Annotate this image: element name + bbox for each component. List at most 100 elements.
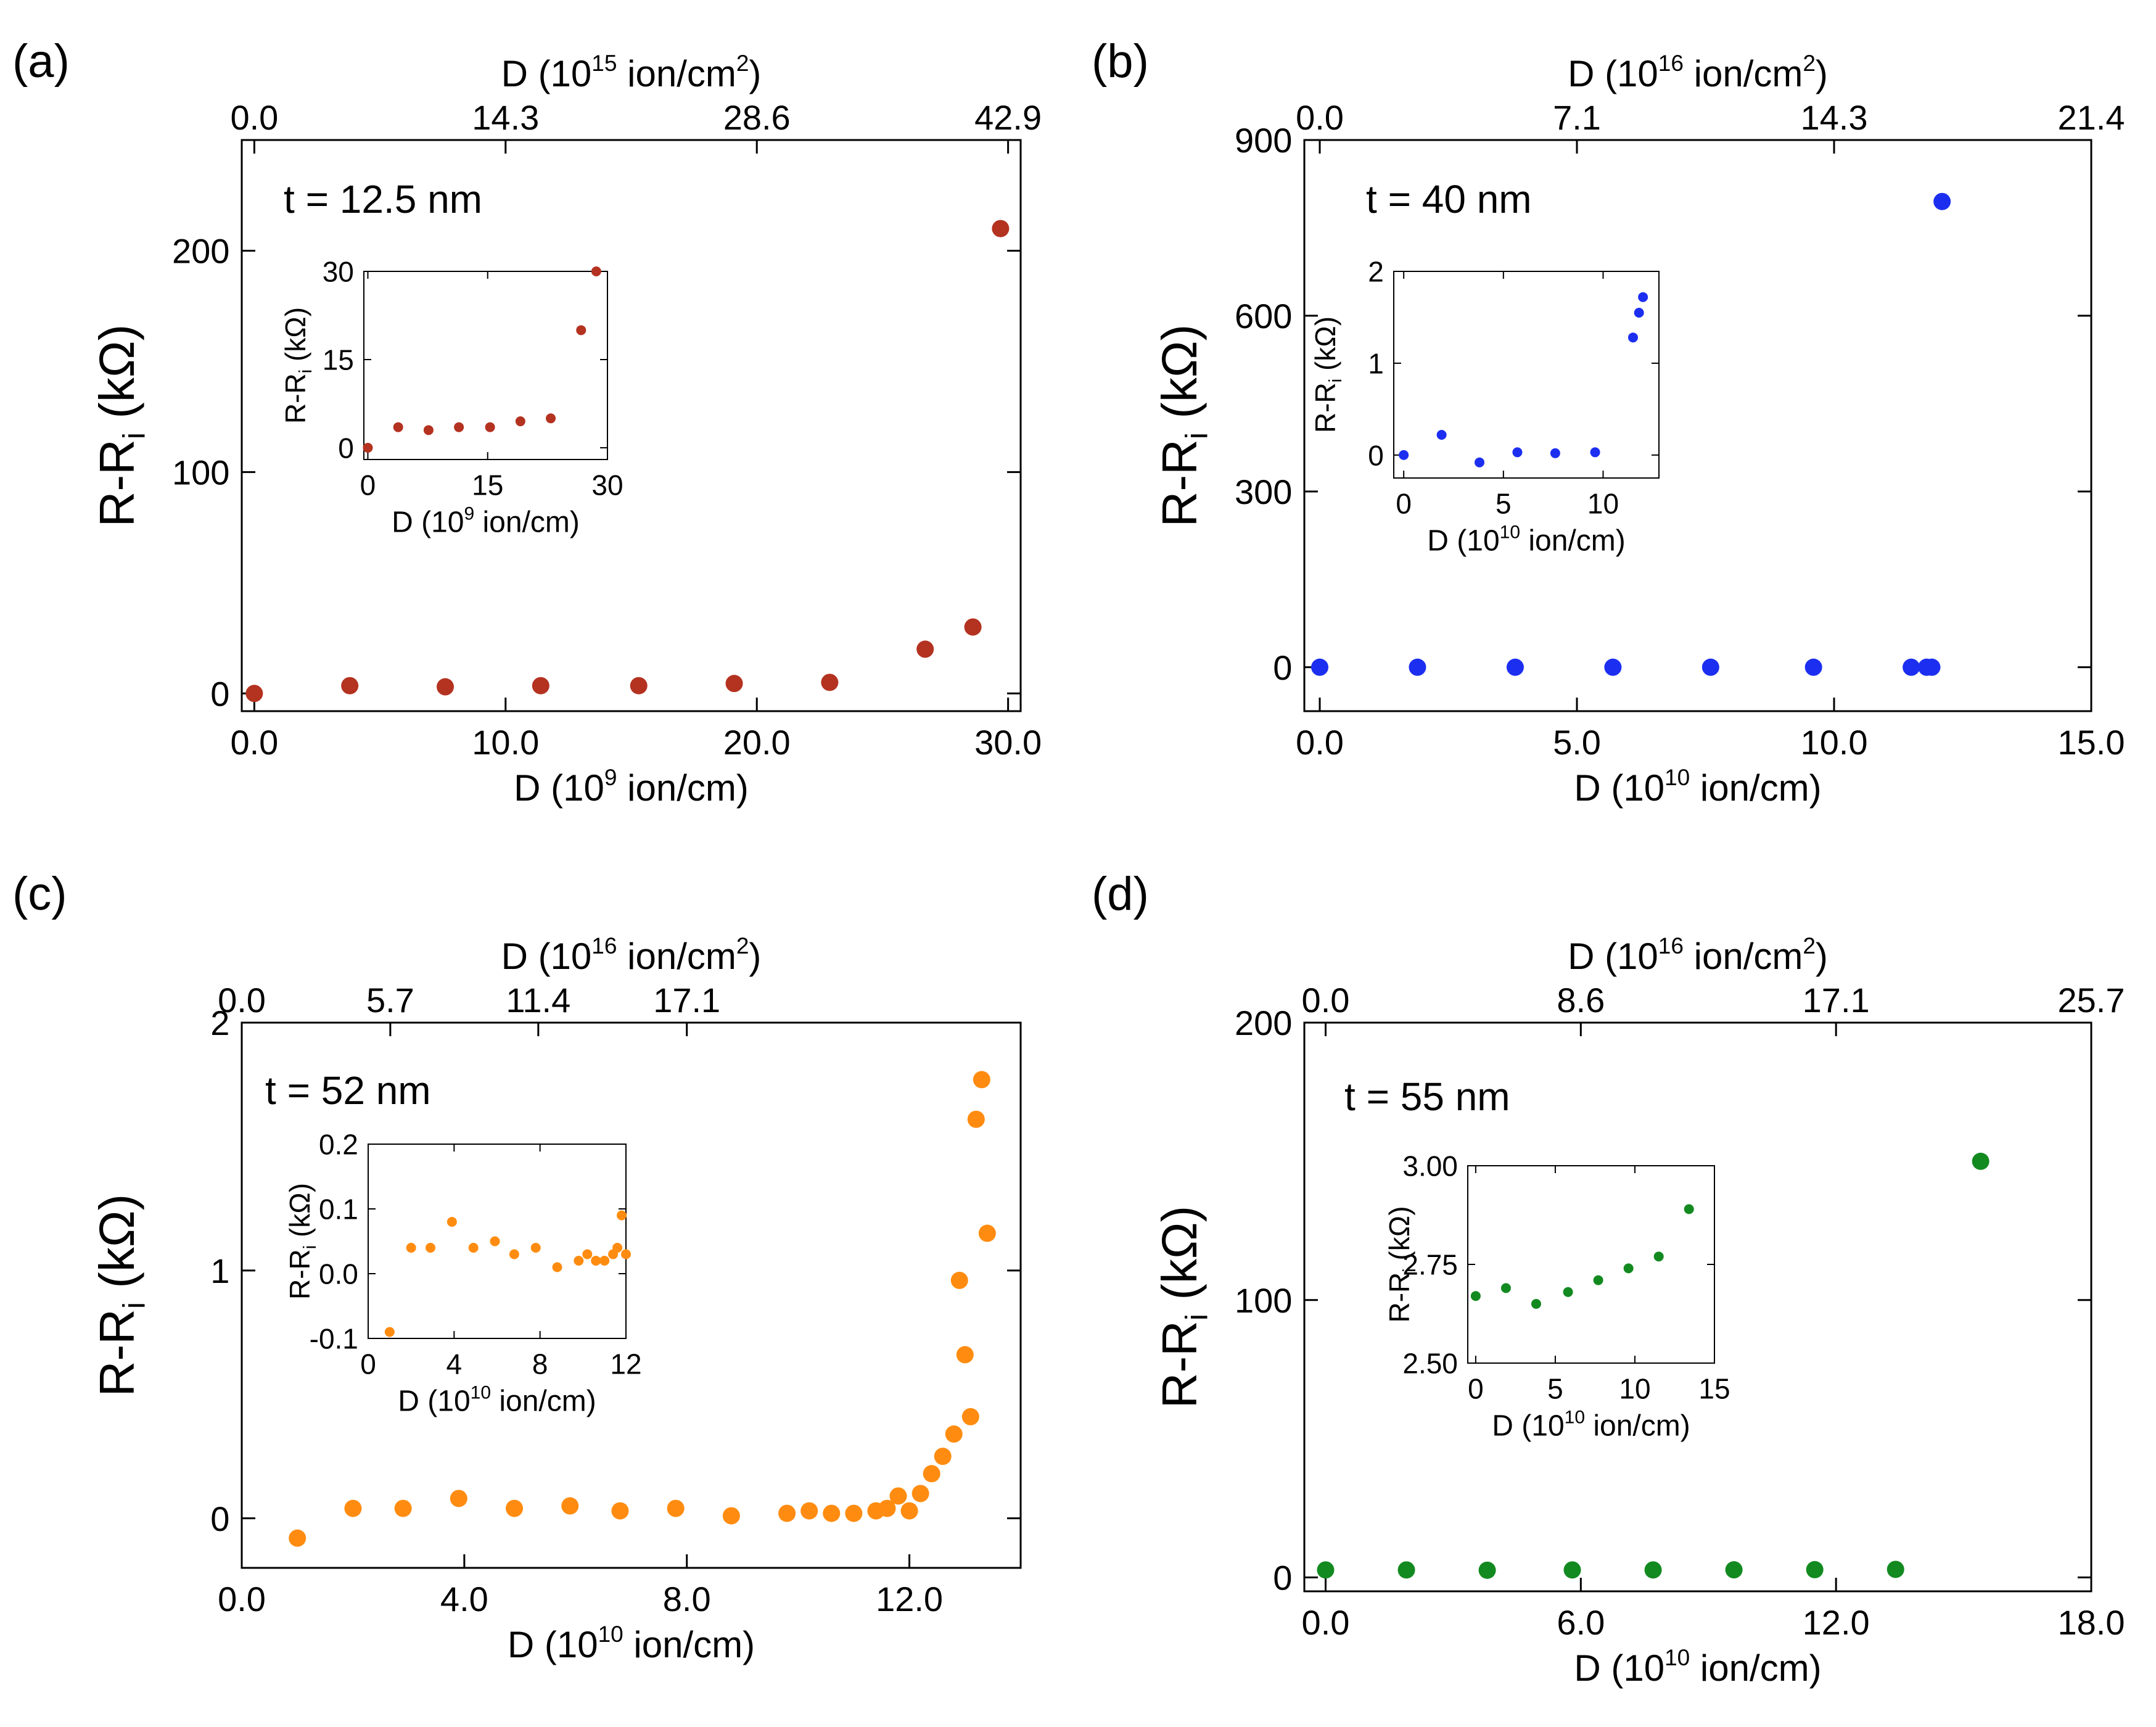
panel-b-top-tick-label: 14.3 — [1801, 98, 1868, 137]
panel-d-inset-point — [1500, 1283, 1511, 1293]
panel-d-inset-xtick-label: 0 — [1468, 1373, 1484, 1405]
panel-b-inset-point — [1436, 430, 1447, 440]
panel-d-inset-frame — [1467, 1165, 1715, 1364]
panel-c-point — [289, 1529, 307, 1547]
panel-d-top-tick-label: 0.0 — [1302, 981, 1350, 1020]
panel-c-point — [344, 1499, 362, 1517]
panel-c-point — [945, 1425, 963, 1443]
panel-c-point — [911, 1485, 929, 1502]
panel-c-point — [961, 1408, 979, 1425]
panel-c-point — [611, 1502, 629, 1520]
panel-c-point — [561, 1497, 579, 1515]
panel-c-inset-ytick-label: -0.1 — [310, 1323, 358, 1355]
panel-d-top-xlabel: D (1016 ion/cm2) — [1568, 933, 1828, 977]
panel-c-inset-point — [599, 1256, 610, 1266]
panel-d-inset-point — [1563, 1287, 1573, 1297]
panel-c-point — [900, 1502, 918, 1520]
panel-c-inset-ylabel: R-Ri (kΩ) — [284, 1183, 320, 1300]
panel-a-point — [245, 685, 263, 703]
panel-b-annotation: t = 40 nm — [1366, 177, 1532, 221]
panel-d-top-tick-label: 17.1 — [1803, 981, 1870, 1020]
panel-a-point — [630, 677, 648, 695]
panel-d-inset-point — [1470, 1291, 1481, 1301]
panel-b-inset-xtick-label: 10 — [1587, 488, 1619, 520]
panel-d-inset-point — [1653, 1251, 1664, 1262]
panel-b-point — [1311, 658, 1329, 676]
panel-b-top-tick-label: 0.0 — [1296, 98, 1344, 137]
panel-d-inset-point — [1531, 1299, 1541, 1309]
panel-c-xtick-label: 8.0 — [663, 1580, 711, 1618]
panel-a-xtick-label: 0.0 — [230, 723, 278, 762]
panel-d-inset-axes: 0 5 10 15 2.50 2.75 3.00 D (1010 ion/cm) R-Ri (k… — [1383, 1150, 1730, 1443]
panel-d-inset-ytick-label: 2.50 — [1402, 1348, 1458, 1380]
panel-b-label: (b) — [1092, 35, 1149, 88]
panel-d-inset-ylabel: R-Ri (kΩ) — [1383, 1206, 1420, 1322]
panel-c-inset-point — [617, 1210, 627, 1221]
panel-a-top-tick-label: 0.0 — [230, 98, 278, 137]
panel-a-top-xlabel: D (1015 ion/cm2) — [501, 51, 762, 94]
panel-c-point — [667, 1499, 685, 1517]
panel-c-inset-point — [509, 1249, 519, 1259]
panel-c-point — [950, 1271, 968, 1289]
panel-d-inset-point — [1684, 1204, 1694, 1214]
panel-b-inset-ylabel: R-Ri (kΩ) — [1309, 316, 1346, 433]
panel-b-inset-ytick-label: 1 — [1368, 347, 1384, 379]
panel-c-top-tick-label: 17.1 — [653, 981, 720, 1020]
panel-b-point — [1903, 658, 1920, 676]
panel-a-point — [916, 640, 934, 658]
panel-c-ytick-label: 1 — [210, 1251, 229, 1290]
panel-b-ylabel: R-Ri (kΩ) — [1152, 324, 1214, 527]
panel-c-point — [956, 1346, 974, 1364]
panel-b-point — [1933, 192, 1951, 210]
panel-a-ytick-label: 100 — [172, 453, 229, 492]
panel-c-inset-xtick-label: 0 — [360, 1348, 376, 1380]
panel-c-xtick-label: 4.0 — [440, 1580, 488, 1618]
panel-c-point — [978, 1224, 996, 1242]
panel-d-top-tick-label: 8.6 — [1557, 981, 1605, 1020]
panel-c-point — [450, 1490, 467, 1507]
panel-c-inset-point — [406, 1243, 416, 1253]
panel-d-xtick-label: 6.0 — [1557, 1603, 1605, 1642]
panel-d-point — [1563, 1561, 1581, 1579]
panel-c-inset-point — [574, 1256, 584, 1266]
panel-b-inset-point — [1550, 448, 1560, 458]
panel-d-frame — [1303, 1021, 2092, 1593]
panel-c-xtick-label: 0.0 — [218, 1580, 266, 1618]
panel-d-inset-xtick-label: 5 — [1547, 1373, 1563, 1405]
panel-c-point — [823, 1504, 841, 1522]
panel-d-point — [1317, 1561, 1335, 1579]
panel-b-inset-xtick-label: 0 — [1396, 488, 1412, 520]
panel-b-ytick-label: 900 — [1235, 121, 1292, 160]
panel-c-inset-xtick-label: 12 — [610, 1348, 641, 1380]
panel-c-ylabel: R-Ri (kΩ) — [89, 1194, 152, 1397]
panel-b-xtick-label: 0.0 — [1296, 723, 1344, 762]
panel-c-inset-point — [621, 1249, 631, 1259]
panel-c-top-tick-label: 11.4 — [506, 981, 570, 1020]
panel-a-inset-xtick-label: 30 — [591, 469, 623, 501]
panel-a-inset-xtick-label: 15 — [472, 469, 503, 501]
panel-c-point — [506, 1499, 524, 1517]
panel-c-ytick-label: 2 — [210, 1004, 229, 1042]
panel-b-ytick-label: 300 — [1235, 472, 1292, 511]
panel-a-ylabel: R-Ri (kΩ) — [89, 324, 152, 527]
panel-a-top-tick-label: 14.3 — [472, 98, 539, 137]
panel-c-frame — [241, 1021, 1022, 1569]
panel-d-ytick-label: 0 — [1273, 1559, 1292, 1597]
panel-a-inset-frame — [363, 271, 608, 460]
panel-d-xtick-label: 12.0 — [1803, 1603, 1870, 1642]
panel-d-point — [1725, 1561, 1743, 1579]
panel-b-frame — [1303, 139, 2092, 712]
panel-c-point — [934, 1448, 952, 1465]
panel-a-xtick-label: 10.0 — [472, 723, 539, 762]
panel-c-inset-point — [446, 1217, 457, 1227]
panel-c-series — [289, 1071, 996, 1547]
panel-b-ytick-label: 0 — [1273, 648, 1292, 687]
panel-c-top-xlabel: D (1016 ion/cm2) — [501, 933, 762, 977]
panel-c-point — [973, 1071, 990, 1089]
panel-c-inset-point — [426, 1243, 436, 1253]
panel-d-series — [1317, 1152, 1989, 1579]
panel-c-point — [800, 1502, 818, 1520]
panel-c-inset-ytick-label: 0.2 — [319, 1129, 358, 1161]
